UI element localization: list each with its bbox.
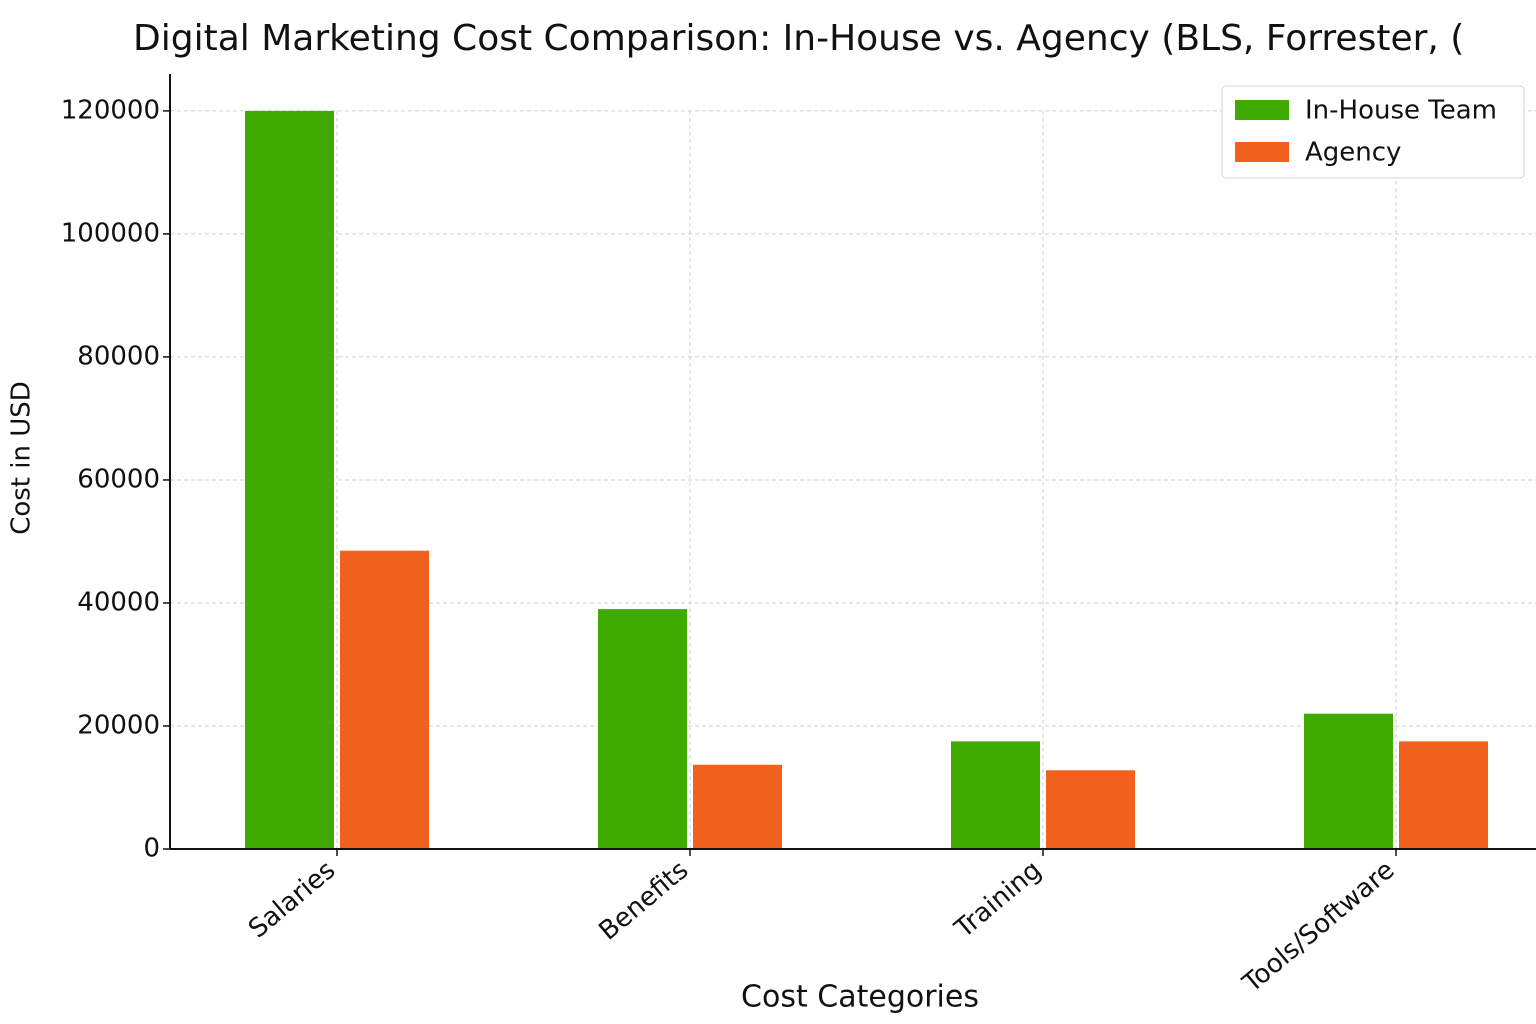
x-tick-label: Training bbox=[949, 855, 1048, 945]
x-tick-label: Salaries bbox=[243, 855, 341, 944]
bar bbox=[951, 741, 1040, 849]
x-axis-label: Cost Categories bbox=[741, 980, 979, 1015]
legend-box bbox=[1221, 85, 1525, 179]
bar bbox=[340, 550, 429, 849]
y-tick-label: 120000 bbox=[61, 95, 160, 125]
y-axis-label: Cost in USD bbox=[7, 381, 37, 535]
legend-swatch bbox=[1235, 142, 1289, 162]
bar bbox=[598, 609, 687, 849]
bar bbox=[1399, 741, 1488, 849]
bar bbox=[1046, 770, 1135, 849]
legend-label: In-House Team bbox=[1305, 96, 1497, 126]
legend-swatch bbox=[1235, 100, 1289, 120]
bar bbox=[245, 110, 334, 849]
y-tick-label: 40000 bbox=[77, 587, 160, 617]
y-tick-label: 20000 bbox=[77, 710, 160, 740]
legend-label: Agency bbox=[1305, 138, 1401, 168]
y-tick-label: 60000 bbox=[77, 464, 160, 494]
y-tick-label: 80000 bbox=[77, 341, 160, 371]
bar bbox=[693, 764, 782, 849]
x-tick-label: Benefits bbox=[594, 855, 695, 946]
bar bbox=[1304, 713, 1393, 849]
chart-title: Digital Marketing Cost Comparison: In-Ho… bbox=[133, 18, 1464, 59]
y-tick-label: 100000 bbox=[61, 218, 160, 248]
x-tick-label: Tools/Software bbox=[1237, 855, 1401, 999]
y-tick-label: 0 bbox=[143, 834, 160, 864]
